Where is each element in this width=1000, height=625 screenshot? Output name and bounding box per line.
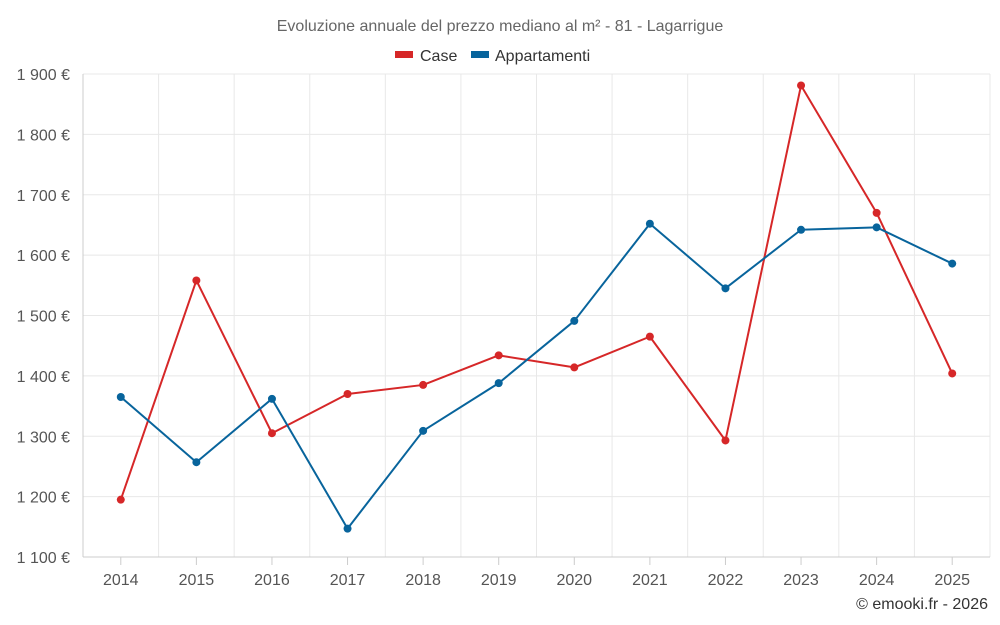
y-axis: 1 100 € 1 200 € 1 300 € 1 400 € 1 500 € 1 600… xyxy=(17,67,70,567)
data-point-appartamenti-2017 xyxy=(343,524,352,533)
x-tick-label: 2022 xyxy=(708,572,744,589)
data-point-case-2022 xyxy=(721,436,730,445)
data-point-appartamenti-2014 xyxy=(116,393,125,402)
legend-swatch-case xyxy=(395,51,413,58)
data-point-appartamenti-2023 xyxy=(797,225,806,234)
x-tick-label: 2015 xyxy=(179,572,215,589)
x-tick-label: 2014 xyxy=(103,572,139,589)
data-point-case-2020 xyxy=(570,363,579,372)
x-axis: 2014 2015 2016 2017 2018 2019 2020 2021 2022 2023… xyxy=(103,557,970,589)
data-point-case-2018 xyxy=(419,380,428,389)
data-point-case-2021 xyxy=(645,332,654,341)
grid xyxy=(82,73,991,558)
data-point-case-2014 xyxy=(116,495,125,504)
data-point-appartamenti-2018 xyxy=(419,426,428,435)
data-point-case-2024 xyxy=(872,208,881,217)
x-tick-label: 2024 xyxy=(859,572,895,589)
legend: Case Appartamenti xyxy=(395,48,590,65)
data-point-appartamenti-2022 xyxy=(721,284,730,293)
legend-swatch-appartamenti xyxy=(471,51,489,58)
data-point-appartamenti-2019 xyxy=(494,379,503,388)
y-tick-label: 1 700 € xyxy=(17,188,70,205)
x-tick-label: 2018 xyxy=(405,572,441,589)
x-tick-label: 2023 xyxy=(783,572,819,589)
data-point-appartamenti-2015 xyxy=(192,458,201,467)
x-tick-label: 2017 xyxy=(330,572,366,589)
chart-title: Evoluzione annuale del prezzo mediano al… xyxy=(277,18,724,35)
data-point-appartamenti-2020 xyxy=(570,316,579,325)
data-point-case-2019 xyxy=(494,351,503,360)
x-tick-label: 2016 xyxy=(254,572,290,589)
x-tick-label: 2021 xyxy=(632,572,668,589)
y-tick-label: 1 400 € xyxy=(17,369,70,386)
y-tick-label: 1 100 € xyxy=(17,550,70,567)
data-point-appartamenti-2025 xyxy=(948,259,957,268)
footer-credit: © emooki.fr - 2026 xyxy=(856,596,988,613)
data-point-case-2015 xyxy=(192,276,201,285)
data-point-appartamenti-2016 xyxy=(267,394,276,403)
x-tick-label: 2020 xyxy=(556,572,592,589)
x-tick-label: 2019 xyxy=(481,572,517,589)
x-tick-label: 2025 xyxy=(934,572,970,589)
y-tick-label: 1 600 € xyxy=(17,248,70,265)
y-tick-label: 1 800 € xyxy=(17,127,70,144)
data-point-appartamenti-2021 xyxy=(645,219,654,228)
data-point-case-2017 xyxy=(343,389,352,398)
data-point-case-2023 xyxy=(797,81,806,90)
legend-label-appartamenti: Appartamenti xyxy=(495,48,590,65)
y-tick-label: 1 300 € xyxy=(17,429,70,446)
series-line-appartamenti xyxy=(120,222,953,530)
series-group xyxy=(116,81,957,533)
legend-label-case: Case xyxy=(420,48,457,65)
y-tick-label: 1 500 € xyxy=(17,309,70,326)
data-point-case-2016 xyxy=(267,429,276,438)
data-point-appartamenti-2024 xyxy=(872,223,881,232)
y-tick-label: 1 900 € xyxy=(17,67,70,84)
series-line-case xyxy=(119,84,954,500)
y-tick-label: 1 200 € xyxy=(17,490,70,507)
data-point-case-2025 xyxy=(948,369,957,378)
